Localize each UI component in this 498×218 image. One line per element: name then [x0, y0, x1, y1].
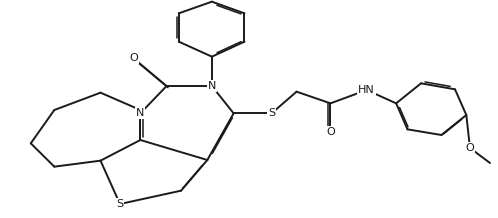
Text: HN: HN: [359, 85, 375, 95]
Text: O: O: [326, 127, 335, 137]
Text: O: O: [129, 53, 138, 63]
Text: S: S: [117, 199, 124, 209]
Text: N: N: [136, 108, 144, 118]
Text: N: N: [208, 81, 216, 91]
Text: S: S: [268, 108, 275, 118]
Text: O: O: [466, 143, 475, 153]
